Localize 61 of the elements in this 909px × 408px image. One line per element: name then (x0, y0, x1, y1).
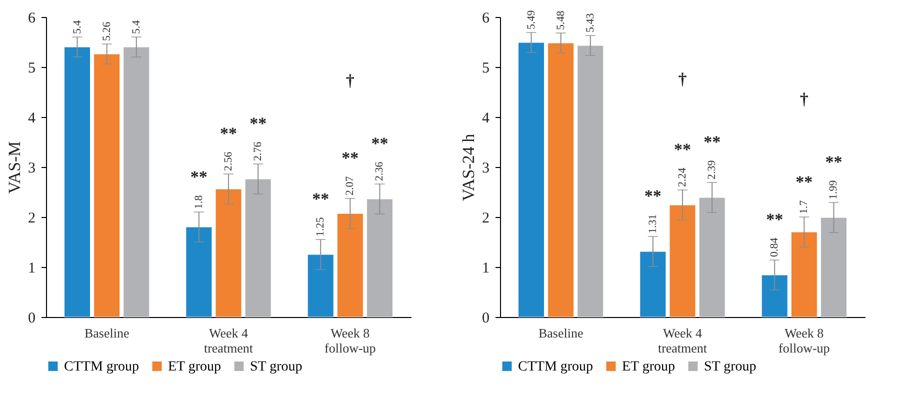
y-tick-label: 0 (28, 310, 36, 326)
data-label: 1.31 (646, 214, 659, 234)
data-label: 5.26 (100, 21, 113, 41)
data-label: 2.76 (252, 141, 264, 161)
data-label: 2.36 (374, 161, 386, 181)
y-tick-label: 2 (482, 210, 490, 226)
legend-label: CTTM group (64, 359, 140, 374)
y-axis-title: VAS-24 h (459, 133, 478, 202)
x-tick-label: Week 4 treatment (658, 326, 708, 356)
y-tick-label: 6 (482, 10, 490, 26)
annotation: † (346, 71, 355, 90)
annotation: ** (766, 210, 784, 229)
data-label: 2.56 (222, 151, 234, 171)
x-tick-label: Week 8 follow-up (778, 326, 830, 356)
y-tick-label: 1 (28, 260, 36, 276)
y-tick-label: 5 (28, 60, 36, 76)
legend-label: ET group (622, 359, 676, 374)
y-tick-label: 5 (482, 60, 490, 76)
annotation: † (800, 90, 809, 108)
data-label: 1.7 (798, 200, 810, 214)
data-label: 2.39 (706, 160, 718, 180)
y-tick-label: 6 (28, 10, 36, 26)
data-label: 5.4 (130, 20, 142, 34)
data-label: 1.8 (192, 194, 205, 209)
data-label: 2.24 (676, 167, 688, 187)
data-label: 5.43 (584, 12, 596, 32)
annotation: † (678, 70, 688, 88)
annotation: ** (342, 148, 359, 168)
annotation: ** (220, 124, 237, 143)
x-tick-label: Week 8 follow-up (324, 326, 376, 356)
legend-label: ET group (168, 359, 222, 374)
annotation: ** (644, 186, 662, 206)
annotation: ** (250, 114, 267, 133)
annotation: ** (312, 190, 330, 208)
x-tick-label: Baseline (538, 326, 584, 340)
y-tick-label: 4 (482, 110, 490, 126)
annotation: ** (190, 168, 208, 186)
annotation: ** (371, 134, 388, 153)
x-tick-label: Week 4 treatment (204, 326, 254, 356)
annotation: ** (704, 132, 721, 152)
y-axis-title: VAS-M (5, 141, 24, 194)
x-tick-label: Baseline (84, 326, 130, 340)
annotation: ** (825, 152, 842, 172)
annotation: ** (796, 172, 813, 192)
y-tick-label: 1 (482, 260, 490, 276)
data-label: 1.25 (314, 216, 327, 236)
y-tick-label: 3 (482, 160, 490, 176)
data-label: 5.4 (71, 20, 84, 34)
legend-label: CTTM group (518, 359, 594, 374)
data-label: 5.49 (525, 10, 538, 30)
legend-label: ST group (704, 359, 756, 374)
data-label: 5.48 (554, 10, 567, 30)
y-tick-label: 0 (482, 310, 490, 326)
y-tick-label: 4 (28, 110, 36, 126)
annotation: ** (674, 140, 691, 159)
data-label: 2.07 (344, 176, 356, 196)
y-tick-label: 3 (28, 160, 36, 176)
y-tick-label: 2 (28, 210, 36, 226)
legend-label: ST group (250, 359, 302, 374)
data-label: 1.99 (828, 180, 840, 200)
data-label: 0.84 (768, 237, 781, 257)
